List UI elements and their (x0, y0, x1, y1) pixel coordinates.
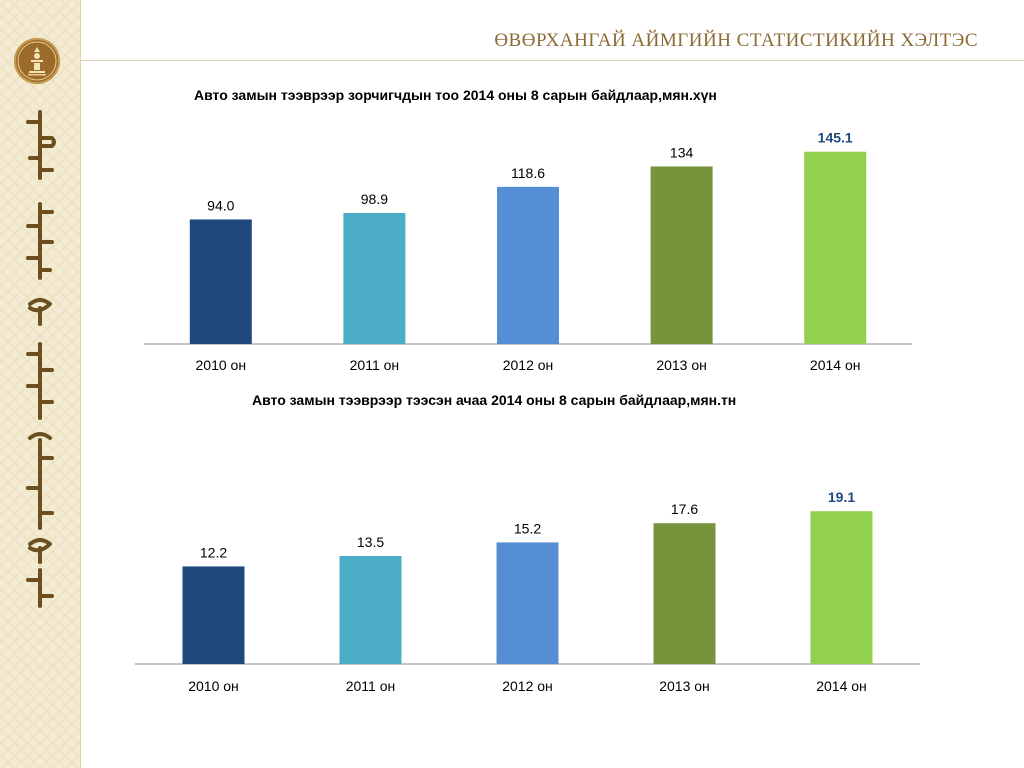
cargo-category-label-4: 2013 он (659, 678, 710, 694)
cargo-data-label-3: 15.2 (514, 520, 541, 536)
cargo-data-label-2: 13.5 (357, 534, 384, 550)
cargo-data-label-1: 12.2 (200, 544, 227, 560)
cargo-bar-3 (497, 542, 559, 664)
cargo-bar-2 (340, 556, 402, 664)
cargo-data-label-5: 19.1 (828, 489, 855, 505)
cargo-bar-4 (654, 523, 716, 664)
cargo-category-label-2: 2011 он (346, 678, 396, 694)
cargo-category-label-3: 2012 он (502, 678, 553, 694)
cargo-data-label-4: 17.6 (671, 501, 698, 517)
cargo-bar-5 (811, 511, 873, 664)
cargo-bar-1 (183, 566, 245, 664)
cargo-category-label-5: 2014 он (816, 678, 867, 694)
cargo-category-label-1: 2010 он (188, 678, 239, 694)
